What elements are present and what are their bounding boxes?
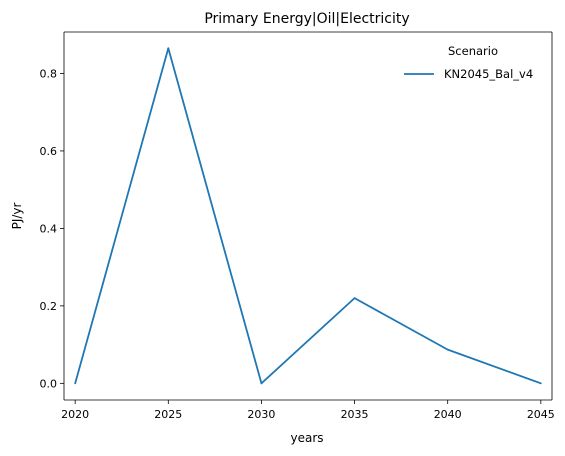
x-tick-label: 2035: [341, 408, 369, 421]
data-point: [353, 297, 356, 300]
series-line-0: [74, 47, 542, 385]
y-axis-label: PJ/yr: [10, 203, 24, 230]
y-tick-label: 0.2: [40, 300, 58, 313]
legend: Scenario KN2045_Bal_v4: [404, 44, 533, 81]
x-axis-ticks: 2020 2025 2030 2035 2040 2045: [61, 400, 555, 421]
plot-area: [64, 32, 552, 400]
series-lines: [74, 47, 542, 385]
x-tick-label: 2040: [434, 408, 462, 421]
y-tick-label: 0.4: [40, 222, 58, 235]
data-point: [260, 382, 263, 385]
y-tick-label: 0.8: [40, 67, 58, 80]
y-axis-ticks: 0.0 0.2 0.4 0.6 0.8: [40, 67, 64, 390]
data-point: [539, 382, 542, 385]
x-tick-label: 2030: [247, 408, 275, 421]
legend-label: KN2045_Bal_v4: [444, 67, 533, 81]
x-tick-label: 2025: [154, 408, 182, 421]
x-tick-label: 2045: [527, 408, 555, 421]
chart-title: Primary Energy|Oil|Electricity: [204, 11, 409, 27]
legend-title: Scenario: [448, 44, 498, 58]
x-tick-label: 2020: [61, 408, 89, 421]
x-axis-label: years: [290, 431, 323, 445]
y-tick-label: 0.0: [40, 377, 58, 390]
data-point: [167, 47, 170, 50]
data-point: [74, 382, 77, 385]
data-point: [446, 348, 449, 351]
y-tick-label: 0.6: [40, 145, 58, 158]
